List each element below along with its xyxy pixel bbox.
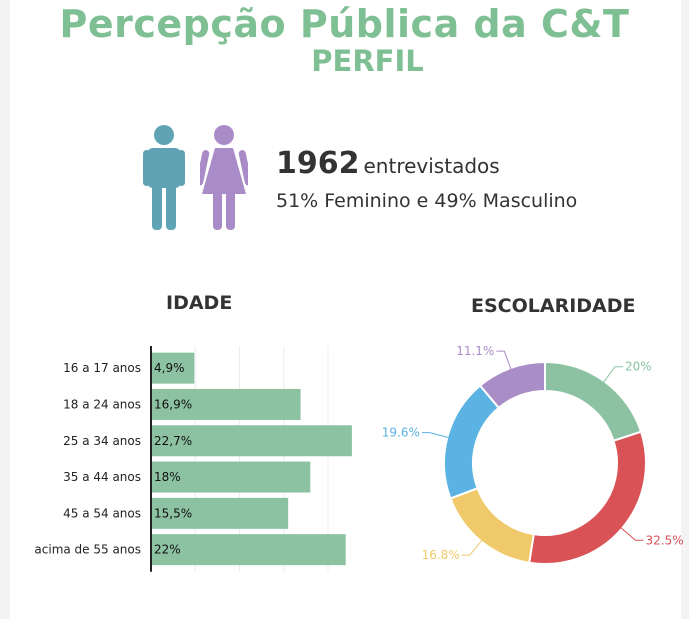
age-bar-value-label: 22% — [154, 543, 181, 557]
education-leader-line — [619, 526, 644, 541]
education-leader-line — [421, 432, 450, 439]
left-margin-strip — [0, 0, 10, 619]
gender-split: 51% Feminino e 49% Masculino — [276, 190, 578, 212]
age-bar — [151, 497, 289, 529]
education-value-label: 16.8% — [422, 548, 460, 562]
education-slice — [449, 486, 535, 564]
education-slice — [478, 360, 546, 410]
education-value-label: 19.6% — [382, 426, 420, 440]
education-slice — [443, 384, 501, 500]
man-icon — [143, 125, 185, 230]
respondents-summary: 1962 entrevistados — [276, 146, 500, 181]
respondents-count: 1962 — [276, 146, 360, 181]
respondents-label: entrevistados — [363, 154, 500, 178]
age-bar-value-label: 15,5% — [154, 506, 192, 520]
education-value-label: 32.5% — [645, 533, 683, 547]
age-bar — [151, 461, 311, 493]
age-category-label: 25 a 34 anos — [63, 434, 141, 448]
age-bar — [151, 425, 352, 457]
education-leader-line — [461, 539, 483, 556]
age-category-label: 16 a 17 anos — [63, 361, 141, 375]
age-category-label: acima de 55 anos — [34, 543, 141, 557]
age-category-label: 35 a 44 anos — [63, 470, 141, 484]
education-leader-line — [602, 366, 623, 384]
age-bar — [151, 534, 346, 566]
page-title: Percepção Pública da C&T — [59, 2, 630, 46]
education-value-label: 11.1% — [456, 344, 494, 358]
age-bar-value-label: 18% — [154, 470, 181, 484]
education-slice — [528, 430, 647, 565]
right-margin-strip — [681, 0, 689, 619]
education-chart-title: ESCOLARIDADE — [471, 295, 636, 317]
page-subtitle: PERFIL — [311, 44, 424, 78]
age-bar — [151, 352, 195, 384]
education-leader-line — [496, 350, 512, 371]
education-slice — [544, 360, 643, 443]
age-bar-value-label: 16,9% — [154, 397, 192, 411]
age-bar-value-label: 4,9% — [154, 361, 185, 375]
age-bar — [151, 388, 301, 420]
education-value-label: 20% — [625, 360, 652, 374]
age-chart-title: IDADE — [166, 292, 233, 314]
age-category-label: 45 a 54 anos — [63, 506, 141, 520]
woman-icon — [200, 125, 248, 230]
age-category-label: 18 a 24 anos — [63, 397, 141, 411]
age-bar-value-label: 22,7% — [154, 434, 192, 448]
